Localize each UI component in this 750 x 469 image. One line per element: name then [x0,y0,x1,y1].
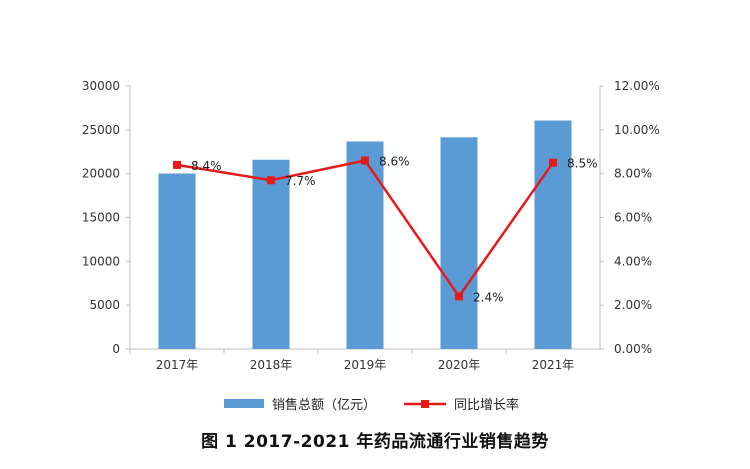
left-tick-label: 15000 [82,211,120,225]
growth-data-label: 8.4% [191,159,222,173]
bar [534,120,572,349]
left-tick-label: 5000 [89,298,120,312]
right-tick-label: 6.00% [614,211,652,225]
legend-line-marker [421,400,429,408]
legend: 销售总额（亿元） 同比增长率 [224,397,519,413]
x-tick-label: 2018年 [250,358,293,372]
growth-data-label: 7.7% [285,174,316,188]
bar [158,173,196,349]
growth-point [267,176,275,185]
bar [440,137,478,349]
right-tick-label: 0.00% [614,342,652,356]
x-tick-label: 2017年 [156,358,199,372]
growth-data-label: 2.4% [473,290,504,304]
right-tick-label: 2.00% [614,298,652,312]
growth-point [455,292,463,301]
bar [346,141,384,349]
right-tick-label: 10.00% [614,123,660,137]
legend-bar-swatch [224,399,264,408]
left-tick-label: 10000 [82,254,120,268]
growth-point [549,158,557,167]
growth-point [361,156,369,165]
figure-caption: 图 1 2017-2021 年药品流通行业销售趋势 [201,432,549,452]
legend-bar-label: 销售总额（亿元） [272,397,376,413]
x-tick-label: 2020年 [438,358,481,372]
line-series: 8.4% 7.7% 8.6% 2.4% 8.5% [173,155,598,304]
right-tick-label: 12.00% [614,79,660,93]
growth-data-label: 8.6% [379,155,410,169]
right-tick-label: 8.00% [614,167,652,181]
legend-line-label: 同比增长率 [454,397,519,413]
growth-point [173,160,181,169]
right-tick-label: 4.00% [614,254,652,268]
axes: 0 5000 10000 15000 20000 25000 30000 0.00% 2.00%… [82,79,660,372]
left-tick-label: 0 [112,342,120,356]
left-tick-label: 30000 [82,79,120,93]
x-tick-label: 2019年 [344,358,387,372]
left-tick-label: 25000 [82,123,120,137]
left-tick-label: 20000 [82,167,120,181]
bar-series [158,120,572,349]
x-tick-label: 2021年 [532,358,575,372]
bar [252,159,290,349]
growth-data-label: 8.5% [567,157,598,171]
